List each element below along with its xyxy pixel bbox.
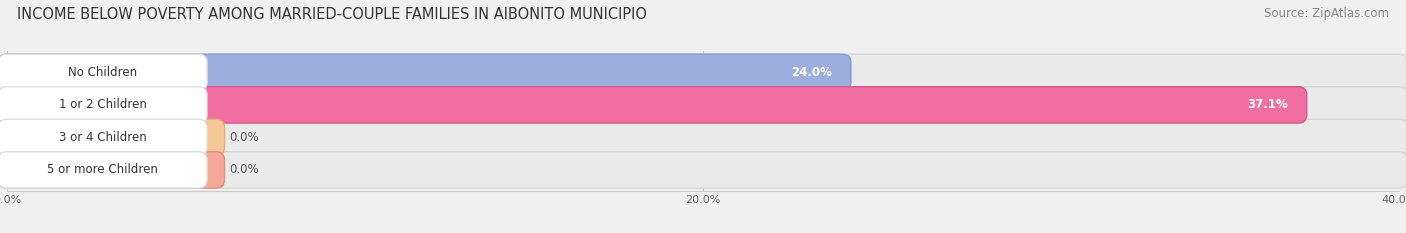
Text: 0.0%: 0.0% — [229, 163, 259, 176]
FancyBboxPatch shape — [0, 54, 851, 91]
FancyBboxPatch shape — [0, 87, 1406, 123]
Text: INCOME BELOW POVERTY AMONG MARRIED-COUPLE FAMILIES IN AIBONITO MUNICIPIO: INCOME BELOW POVERTY AMONG MARRIED-COUPL… — [17, 7, 647, 22]
Text: Source: ZipAtlas.com: Source: ZipAtlas.com — [1264, 7, 1389, 20]
Text: 0.0%: 0.0% — [229, 131, 259, 144]
FancyBboxPatch shape — [0, 87, 1306, 123]
FancyBboxPatch shape — [0, 152, 1406, 188]
Text: 1 or 2 Children: 1 or 2 Children — [59, 98, 146, 111]
FancyBboxPatch shape — [0, 152, 207, 188]
FancyBboxPatch shape — [0, 119, 1406, 156]
Text: 3 or 4 Children: 3 or 4 Children — [59, 131, 146, 144]
FancyBboxPatch shape — [0, 87, 207, 123]
FancyBboxPatch shape — [0, 119, 207, 156]
Text: 5 or more Children: 5 or more Children — [48, 163, 157, 176]
Text: 37.1%: 37.1% — [1247, 98, 1288, 111]
FancyBboxPatch shape — [0, 152, 225, 188]
FancyBboxPatch shape — [0, 119, 225, 156]
Text: 24.0%: 24.0% — [792, 66, 832, 79]
FancyBboxPatch shape — [0, 54, 1406, 91]
Text: No Children: No Children — [67, 66, 138, 79]
FancyBboxPatch shape — [0, 54, 207, 91]
